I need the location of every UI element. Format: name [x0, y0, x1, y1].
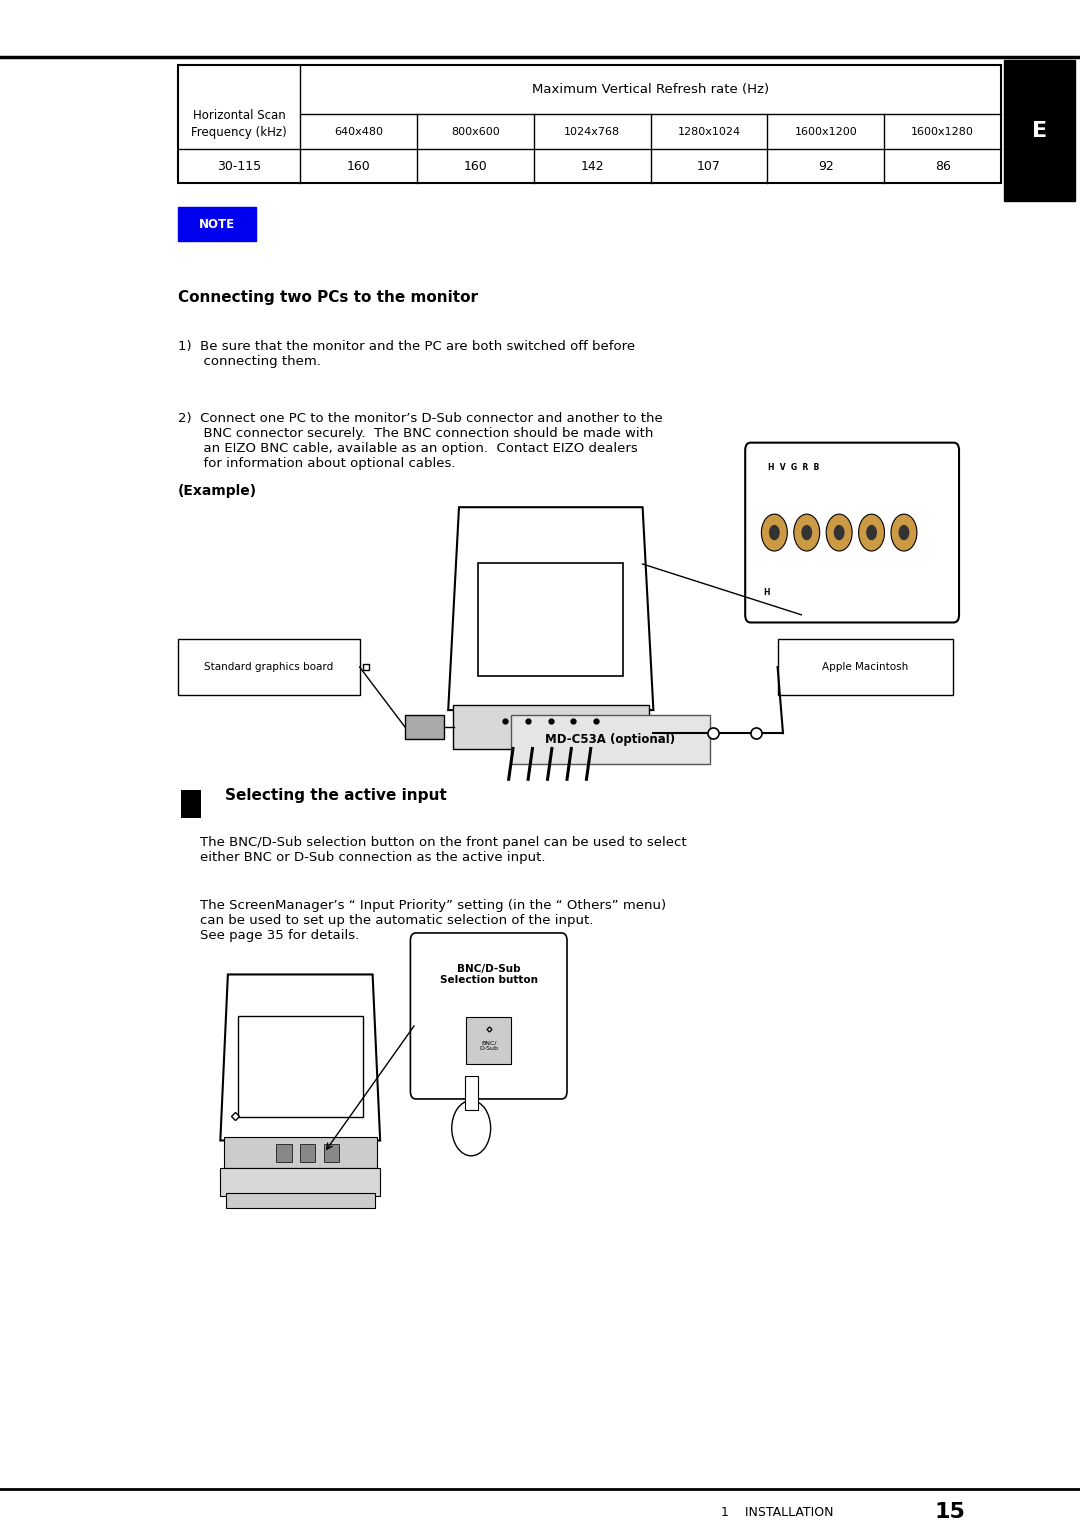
Text: 1    INSTALLATION: 1 INSTALLATION [721, 1506, 834, 1519]
Bar [453, 705, 649, 749]
Circle shape [899, 526, 909, 541]
Circle shape [761, 513, 787, 552]
Text: Apple Macintosh: Apple Macintosh [822, 662, 908, 672]
Bar [178, 207, 256, 241]
FancyBboxPatch shape [410, 933, 567, 1099]
Bar [276, 1144, 292, 1162]
Text: 160: 160 [463, 160, 487, 172]
Bar [405, 715, 444, 739]
Circle shape [891, 513, 917, 552]
Circle shape [859, 513, 885, 552]
Circle shape [801, 526, 812, 541]
Text: The BNC/D-Sub selection button on the front panel can be used to select
either B: The BNC/D-Sub selection button on the fr… [200, 836, 687, 864]
Text: Standard graphics board: Standard graphics board [204, 662, 334, 672]
Circle shape [451, 1100, 490, 1156]
Bar [178, 639, 360, 695]
Text: 30-115: 30-115 [217, 160, 261, 172]
Bar [224, 1137, 377, 1168]
Bar [467, 1017, 512, 1064]
Circle shape [866, 526, 877, 541]
Text: 1024x768: 1024x768 [564, 126, 620, 137]
Text: 1600x1280: 1600x1280 [912, 126, 974, 137]
Bar [464, 1076, 477, 1110]
Text: 800x600: 800x600 [451, 126, 500, 137]
Text: Horizontal Scan
Frequency (kHz): Horizontal Scan Frequency (kHz) [191, 109, 287, 138]
Text: 1280x1024: 1280x1024 [677, 126, 741, 137]
Text: The ScreenManager’s “ Input Priority” setting (in the “ Others” menu)
can be use: The ScreenManager’s “ Input Priority” se… [200, 899, 666, 942]
Text: 640x480: 640x480 [334, 126, 383, 137]
Circle shape [794, 513, 820, 552]
Bar [238, 1016, 363, 1117]
Text: BNC/D-Sub
Selection button: BNC/D-Sub Selection button [440, 964, 538, 985]
FancyBboxPatch shape [511, 715, 710, 764]
Text: 92: 92 [818, 160, 834, 172]
Text: Maximum Vertical Refresh rate (Hz): Maximum Vertical Refresh rate (Hz) [532, 83, 769, 95]
Text: 142: 142 [580, 160, 604, 172]
Bar [324, 1144, 339, 1162]
Bar [478, 563, 623, 676]
Text: 107: 107 [697, 160, 721, 172]
Text: H  V  G  R  B: H V G R B [768, 463, 819, 472]
Text: Selecting the active input: Selecting the active input [225, 788, 446, 804]
Circle shape [834, 526, 845, 541]
Bar [220, 1168, 380, 1196]
Text: MD-C53A (optional): MD-C53A (optional) [545, 733, 675, 745]
Text: 2)  Connect one PC to the monitor’s D-Sub connector and another to the
      BNC: 2) Connect one PC to the monitor’s D-Sub… [178, 412, 663, 470]
Bar [1004, 60, 1075, 201]
Text: 160: 160 [347, 160, 370, 172]
Text: 1)  Be sure that the monitor and the PC are both switched off before
      conne: 1) Be sure that the monitor and the PC a… [178, 340, 635, 367]
Text: H: H [764, 587, 770, 596]
Text: BNC/
D-Sub: BNC/ D-Sub [480, 1041, 498, 1051]
Text: 86: 86 [935, 160, 950, 172]
Bar [300, 1144, 315, 1162]
Bar [181, 790, 201, 818]
Circle shape [826, 513, 852, 552]
Text: E: E [1031, 120, 1048, 141]
Circle shape [769, 526, 780, 541]
Bar [778, 639, 953, 695]
Text: 15: 15 [935, 1502, 966, 1523]
Bar [178, 65, 1001, 183]
Text: NOTE: NOTE [199, 218, 235, 231]
Text: (Example): (Example) [178, 484, 257, 498]
Bar [226, 1193, 375, 1208]
Text: Connecting two PCs to the monitor: Connecting two PCs to the monitor [178, 290, 478, 306]
Text: 1600x1200: 1600x1200 [795, 126, 858, 137]
FancyBboxPatch shape [745, 443, 959, 622]
